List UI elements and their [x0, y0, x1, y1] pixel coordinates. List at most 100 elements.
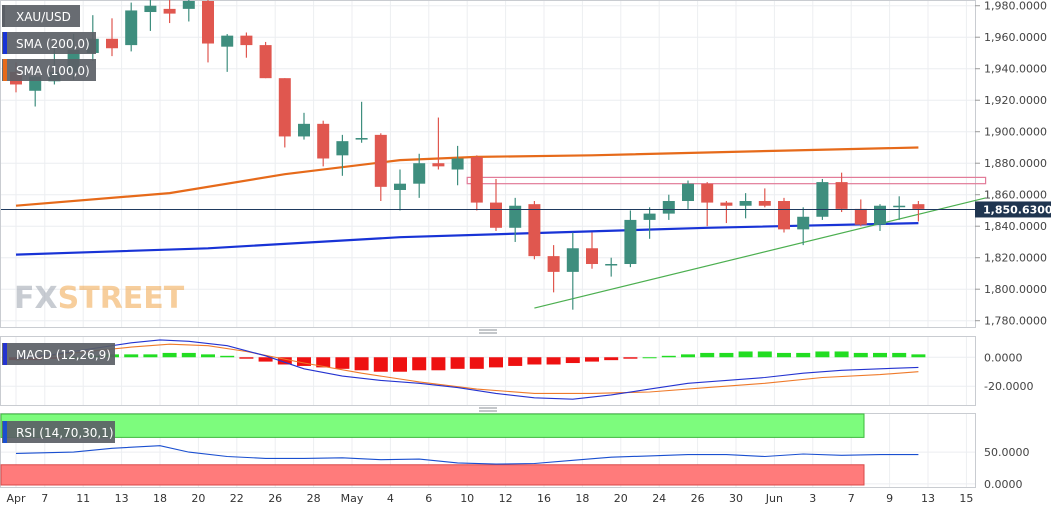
macd-histogram-bar	[316, 357, 331, 368]
sma200-label[interactable]: SMA (200,0)	[2, 32, 96, 54]
macd-histogram-bar	[162, 352, 177, 358]
candle-body	[374, 134, 387, 187]
macd-histogram-bar	[815, 351, 830, 358]
macd-histogram-bar	[873, 352, 887, 358]
candle-body	[605, 264, 618, 266]
price-tick-label: 1,900.0000	[984, 126, 1047, 139]
price-tick-label: 1,860.0000	[984, 189, 1047, 202]
macd-histogram-bar	[719, 352, 734, 358]
rsi-lines	[15, 445, 919, 465]
macd-tick-label: 0.0000	[984, 351, 1023, 364]
macd-histogram-bar	[565, 357, 580, 364]
macd-histogram-bar	[681, 354, 695, 358]
resistance-zone	[466, 176, 987, 185]
sma100-label[interactable]: SMA (100,0)	[2, 59, 96, 81]
last-price-line: 1,850.6300	[1, 201, 1053, 218]
symbol-label[interactable]: XAU/USD	[2, 5, 80, 27]
candle-body	[509, 205, 522, 228]
macd-histogram-bar	[373, 357, 388, 372]
macd-histogram-bar	[604, 357, 619, 361]
candle-body	[816, 182, 829, 217]
macd-histogram-bar	[911, 354, 926, 358]
time-tick-label: Jun	[765, 492, 783, 505]
candle-body	[874, 205, 886, 225]
panel-splitter-1[interactable]	[479, 329, 497, 334]
time-tick-label: 16	[537, 492, 551, 505]
ascending-trendline	[534, 197, 986, 309]
candle-body	[125, 10, 138, 46]
candle-body	[758, 201, 771, 206]
price-tick-label: 1,960.0000	[984, 31, 1047, 44]
time-tick-label: May	[341, 492, 364, 505]
candle-body	[682, 183, 694, 202]
price-tick-label: 1,920.0000	[984, 94, 1047, 107]
candle-body	[586, 248, 598, 265]
price-tick-label: 1,820.0000	[984, 252, 1047, 265]
price-panel	[0, 0, 976, 328]
macd-histogram-bar	[738, 351, 753, 358]
macd-histogram-bar	[181, 352, 196, 358]
resistance-zone-box	[466, 176, 987, 185]
time-tick-label: 18	[153, 492, 167, 505]
price-tick-label: 1,880.0000	[984, 157, 1047, 170]
candle-body	[566, 248, 579, 272]
time-tick-label: 6	[425, 492, 432, 505]
candle-body	[624, 219, 637, 265]
macd-signal-line	[15, 343, 919, 394]
candle-body	[854, 208, 867, 225]
macd-histogram-bar	[796, 352, 811, 358]
time-tick-label: 7	[848, 492, 855, 505]
axes: 1,980.0000 1,960.0000 1,940.0000 1,920.0000…	[6, 0, 1047, 505]
macd-histogram-bar	[431, 357, 446, 371]
time-tick-label: 24	[652, 492, 666, 505]
price-tick-label: 1,780.0000	[984, 315, 1047, 328]
candle-body	[470, 156, 483, 203]
time-tick-label: 11	[76, 492, 90, 505]
time-tick-label: 7	[41, 492, 48, 505]
symbol-text: XAU/USD	[16, 10, 71, 24]
candle-body	[317, 123, 330, 159]
trendline	[534, 197, 986, 309]
time-tick-label: 20	[614, 492, 628, 505]
candle-body	[528, 204, 541, 257]
candle-body	[739, 201, 752, 206]
time-tick-label: 9	[886, 492, 893, 505]
macd-histogram-bar	[623, 357, 638, 359]
candle-body	[221, 35, 234, 47]
sma200-text: SMA (200,0)	[16, 37, 90, 51]
candle-body	[413, 163, 426, 184]
time-tick-label: 22	[230, 492, 244, 505]
macd-histogram-bar	[277, 357, 292, 365]
macd-text: MACD (12,26,9)	[16, 348, 111, 362]
panel-splitter-2[interactable]	[479, 407, 497, 412]
time-tick-label: 26	[268, 492, 282, 505]
macd-label[interactable]: MACD (12,26,9)	[2, 343, 115, 365]
candle-body	[797, 216, 810, 230]
rsi-line	[15, 445, 919, 465]
macd-histogram-bar	[469, 357, 484, 369]
time-tick-label: 10	[460, 492, 474, 505]
macd-histogram-bar	[450, 357, 465, 369]
candle-body	[240, 35, 253, 46]
candle-body	[432, 163, 445, 167]
macd-histogram-bar	[892, 352, 907, 358]
macd-histogram-bar	[508, 357, 523, 366]
candle-body	[298, 123, 310, 137]
candle-body	[278, 78, 291, 137]
candle-body	[202, 1, 214, 44]
time-tick-label: 3	[809, 492, 816, 505]
candle-body	[163, 8, 176, 14]
macd-histogram-bar	[393, 357, 407, 372]
rsi-tick-label: 0.0000	[984, 478, 1023, 491]
rsi-label[interactable]: RSI (14,70,30,1)	[2, 421, 115, 443]
macd-histogram-bar	[412, 357, 427, 371]
macd-tick-label: -20.0000	[984, 380, 1033, 393]
macd-histogram-bar	[700, 352, 715, 358]
macd-histogram	[9, 351, 926, 372]
price-tick-label: 1,800.0000	[984, 283, 1047, 296]
candle-body	[394, 183, 406, 190]
candle-body	[778, 201, 790, 230]
candle-body	[701, 183, 714, 203]
time-tick-label: 4	[387, 492, 394, 505]
